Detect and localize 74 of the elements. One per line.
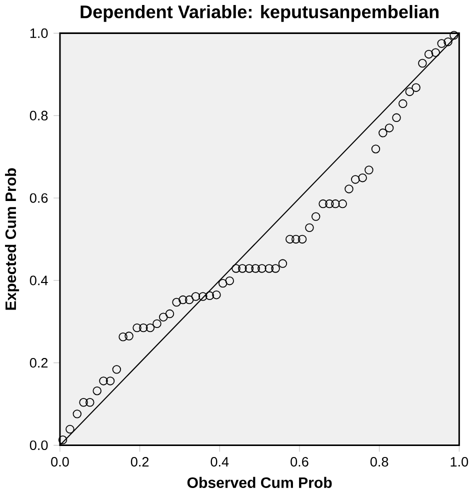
point — [351, 175, 360, 184]
chart-title: Dependent Variable: keputusanpembelian — [80, 5, 439, 22]
point — [86, 398, 94, 407]
point — [79, 398, 88, 407]
point — [344, 184, 354, 194]
point — [385, 124, 394, 132]
point — [218, 278, 228, 288]
point — [225, 276, 234, 286]
point — [444, 37, 453, 46]
point — [66, 424, 75, 434]
point — [431, 48, 440, 57]
point — [146, 323, 155, 332]
point — [364, 166, 374, 174]
point — [166, 309, 174, 318]
point — [286, 234, 294, 244]
point — [245, 264, 254, 273]
point — [132, 323, 142, 332]
y-axis-title: Expected Cum Prob — [5, 168, 20, 310]
point — [305, 223, 314, 232]
point — [238, 264, 247, 273]
point — [205, 291, 214, 300]
point — [198, 292, 208, 301]
point — [99, 376, 108, 386]
point — [92, 386, 102, 396]
point — [251, 264, 260, 273]
point — [72, 410, 82, 418]
y-tick-label: 1.0 — [30, 28, 48, 38]
y-tick-label: 0.6 — [30, 193, 48, 203]
point — [318, 199, 328, 208]
y-tick-label: 0.8 — [30, 110, 48, 120]
point — [139, 323, 148, 332]
point — [58, 436, 68, 444]
point — [106, 376, 115, 386]
x-tick-label: 1.0 — [450, 456, 468, 467]
point — [152, 319, 162, 328]
point — [271, 264, 280, 273]
point — [392, 113, 402, 122]
point — [325, 199, 334, 208]
point — [212, 290, 222, 300]
point — [124, 332, 134, 340]
y-tick-label: 0.2 — [30, 358, 48, 368]
x-tick-label: 0.8 — [370, 456, 388, 467]
point — [405, 87, 414, 96]
point — [192, 292, 200, 301]
point — [292, 234, 300, 244]
point — [118, 332, 128, 342]
point — [278, 259, 288, 268]
point — [178, 295, 188, 304]
point — [185, 295, 194, 304]
point — [258, 264, 267, 273]
point — [312, 212, 320, 221]
point — [338, 199, 348, 208]
y-tick-label: 0.4 — [30, 276, 48, 286]
y-tick-label: 0.0 — [30, 440, 48, 450]
point — [331, 199, 340, 208]
point — [378, 128, 388, 138]
x-tick-label: 0.6 — [290, 456, 309, 467]
point — [298, 234, 307, 244]
point — [372, 144, 380, 154]
point — [424, 50, 434, 59]
point — [358, 173, 368, 182]
point — [398, 99, 408, 108]
point — [437, 39, 446, 48]
point — [418, 58, 428, 68]
point — [159, 312, 168, 322]
x-tick-label: 0.4 — [210, 456, 229, 467]
x-axis-title: Observed Cum Prob — [188, 476, 332, 488]
x-tick-label: 0.0 — [51, 456, 70, 467]
point — [412, 83, 421, 92]
point — [112, 365, 122, 374]
point — [264, 264, 274, 273]
point — [172, 298, 182, 307]
point — [232, 264, 241, 273]
x-tick-label: 0.2 — [131, 456, 149, 467]
